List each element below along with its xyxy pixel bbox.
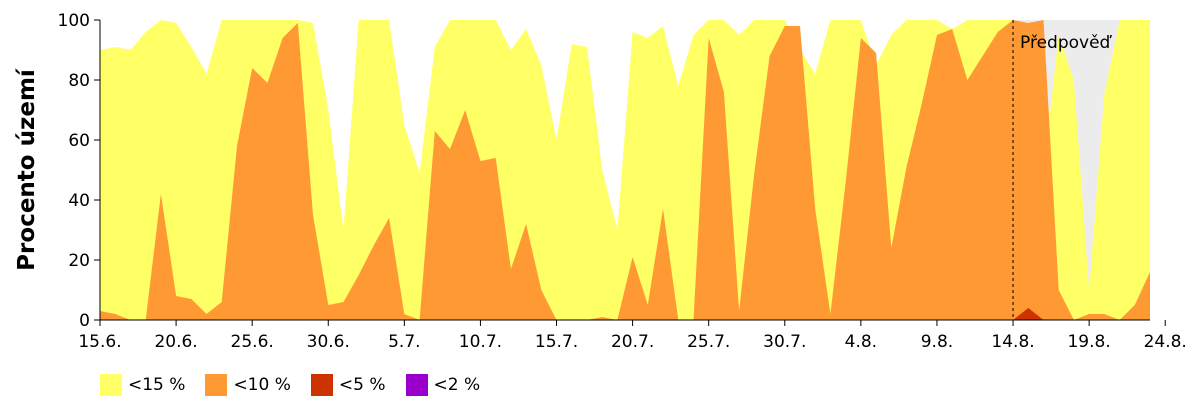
chart: 0 20 40 60 80 100 15.6. 20.6. 25.6. 30.6. 5.7. 10.7… [14, 11, 1187, 352]
x-tick-label: 9.8. [921, 332, 953, 352]
x-tick-label: 24.8. [1144, 332, 1187, 352]
legend-swatch [205, 374, 228, 396]
axes-layer: 0 20 40 60 80 100 15.6. 20.6. 25.6. 30.6. 5.7. 10.7… [58, 11, 1187, 352]
x-tick-label: 25.7. [687, 332, 730, 352]
area-series-layer [100, 20, 1150, 320]
forecast-label: Předpověď [1020, 33, 1113, 53]
x-tick-label: 19.8. [1067, 332, 1110, 352]
legend-label: <2 % [433, 375, 481, 395]
legend-item-lt10: <10 % [205, 374, 291, 396]
legend-label: <15 % [128, 375, 186, 395]
y-tick-label: 40 [68, 191, 90, 211]
y-tick-label: 100 [58, 11, 90, 31]
x-tick-label: 10.7. [459, 332, 502, 352]
legend-item-lt5: <5 % [310, 374, 386, 396]
legend: <15 % <10 % <5 % <2 % [100, 372, 500, 398]
x-tick-label: 30.7. [763, 332, 806, 352]
legend-swatch [310, 374, 333, 396]
legend-item-lt15: <15 % [100, 374, 185, 396]
legend-label: <10 % [233, 375, 291, 395]
area-lt10 [100, 20, 1150, 320]
legend-swatch [100, 374, 122, 396]
y-tick-label: 80 [68, 71, 90, 91]
legend-label: <5 % [338, 375, 386, 395]
y-tick-label: 20 [68, 251, 90, 271]
x-tick-label: 14.8. [991, 332, 1034, 352]
x-tick-label: 4.8. [845, 332, 877, 352]
x-tick-label: 15.6. [78, 332, 121, 352]
legend-item-lt2: <2 % [405, 374, 481, 396]
x-tick-label: 25.6. [231, 332, 274, 352]
legend-swatch [405, 374, 428, 396]
x-tick-label: 15.7. [535, 332, 578, 352]
x-tick-label: 5.7. [388, 332, 420, 352]
y-tick-label: 60 [68, 131, 90, 151]
y-tick-label: 0 [79, 311, 90, 331]
x-tick-label: 20.7. [611, 332, 654, 352]
y-axis-label: Procento území [14, 68, 40, 271]
x-tick-label: 30.6. [307, 332, 350, 352]
x-tick-label: 20.6. [154, 332, 197, 352]
